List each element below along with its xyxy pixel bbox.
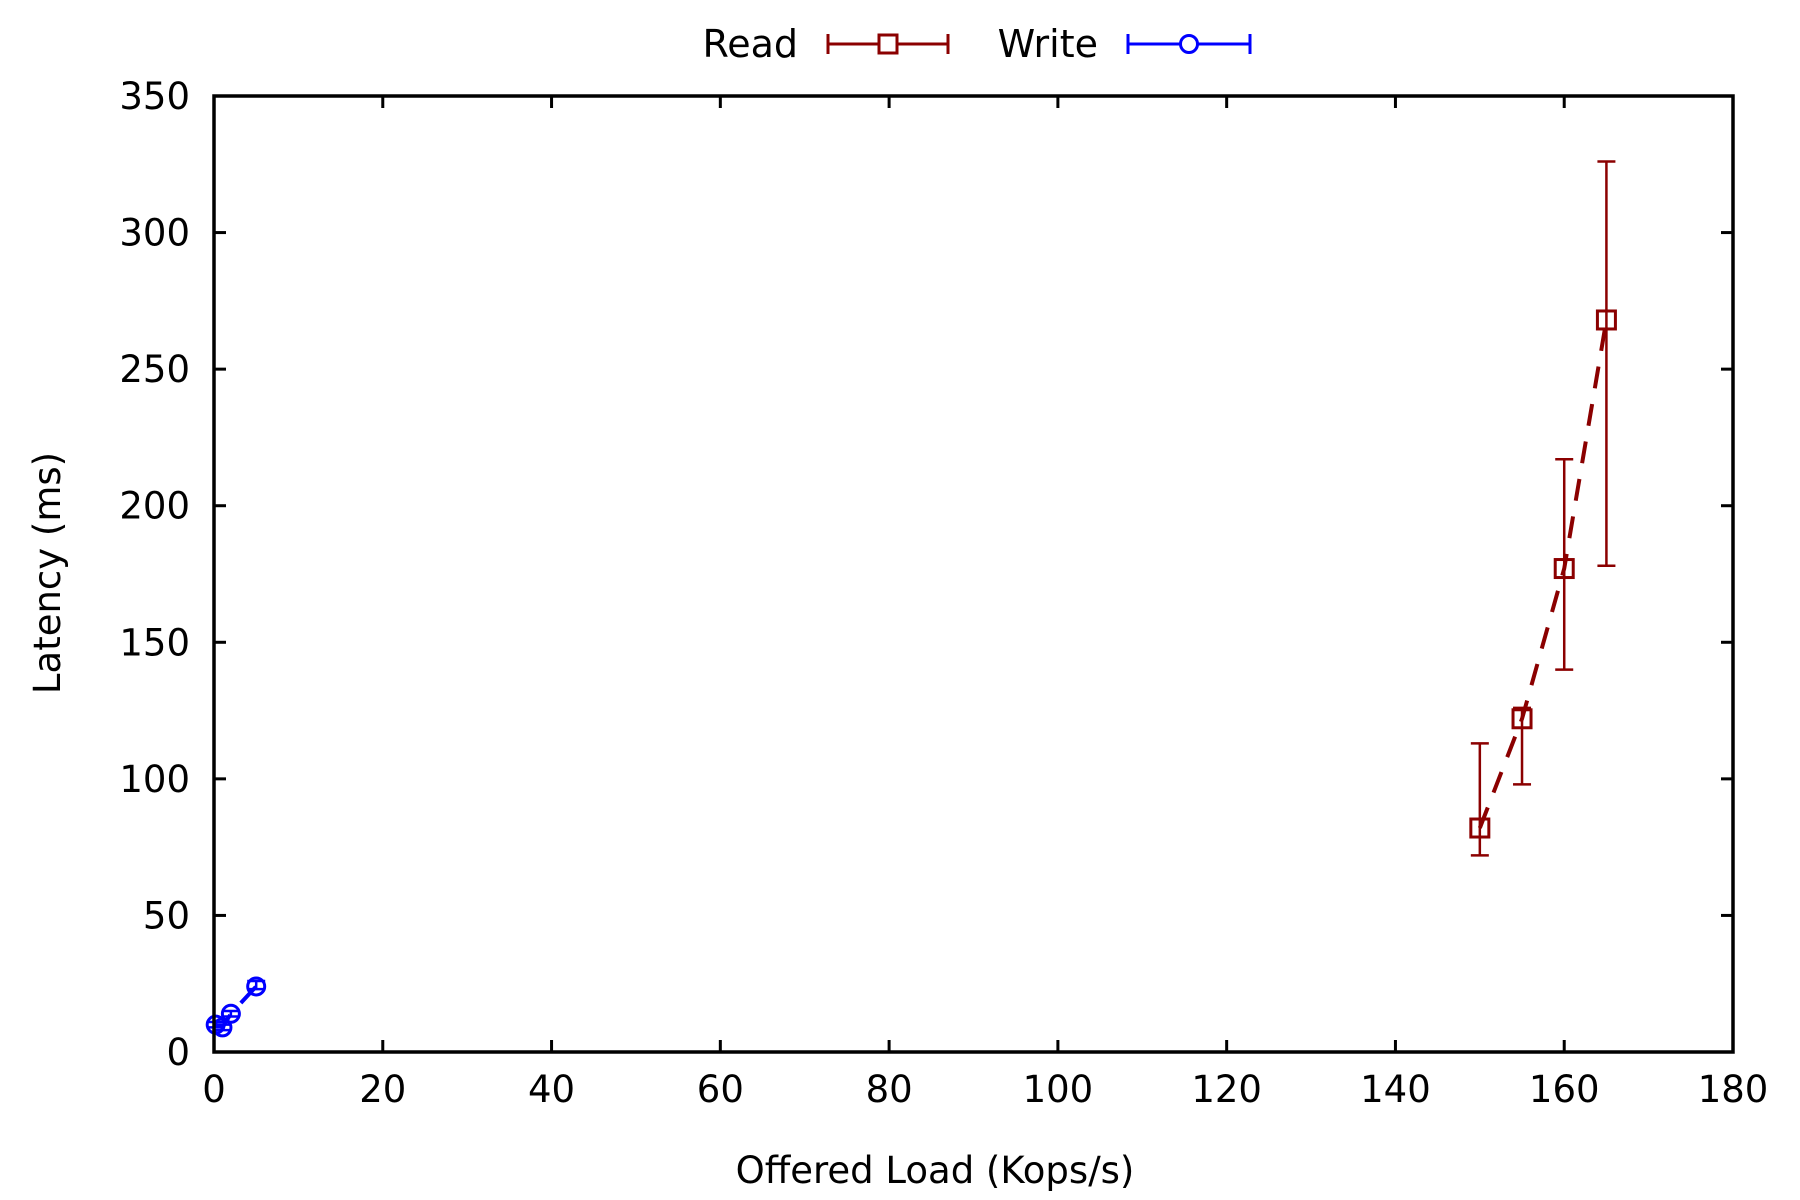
y-tick-label: 300: [119, 212, 190, 255]
x-tick-label: 60: [697, 1068, 744, 1111]
data-point: [220, 1003, 241, 1024]
series-write: [205, 976, 267, 1038]
x-tick-label: 40: [528, 1068, 575, 1111]
x-tick-label: 120: [1191, 1068, 1262, 1111]
error-bar: [1470, 742, 1489, 857]
x-tick-label: 100: [1023, 1068, 1094, 1111]
data-point: [1511, 708, 1533, 730]
data-point: [1595, 309, 1617, 331]
x-tick-label: 80: [866, 1068, 913, 1111]
y-tick-label: 0: [166, 1031, 190, 1074]
legend-item-write: Write: [998, 22, 1252, 66]
x-tick-label: 20: [359, 1068, 406, 1111]
series-read: [1469, 160, 1617, 857]
data-point: [246, 976, 267, 997]
legend-item-read: Read: [703, 22, 950, 66]
y-axis-title: Latency (ms): [26, 452, 69, 694]
y-tick-label: 200: [119, 485, 190, 528]
x-axis-title: Offered Load (Kops/s): [736, 1149, 1135, 1192]
legend: Read Write: [703, 22, 1252, 66]
y-tick-label: 250: [119, 348, 190, 391]
error-bar: [213, 1023, 232, 1032]
legend-label: Write: [998, 22, 1098, 66]
data-point: [1553, 558, 1575, 580]
data-point: [1469, 817, 1491, 839]
x-tick-label: 140: [1360, 1068, 1431, 1111]
y-tick-label: 100: [119, 758, 190, 801]
y-tick-label: 50: [143, 894, 190, 937]
legend-marker: [1179, 34, 1199, 54]
axes: 0 20 40 60 80 100 120 140 160 180 0 50 100 150 200 250 3…: [119, 75, 1768, 1111]
y-tick-label: 350: [119, 75, 190, 118]
x-tick-label: 0: [202, 1068, 226, 1111]
x-tick-label: 160: [1529, 1068, 1600, 1111]
error-bar: [221, 1009, 240, 1018]
series-line: [1477, 319, 1609, 829]
y-tick-label: 150: [119, 621, 190, 664]
legend-label: Read: [703, 22, 798, 66]
error-bar: [1597, 160, 1616, 568]
error-bar: [1555, 458, 1574, 671]
plot-frame: [212, 94, 1735, 1054]
x-tick-label: 180: [1698, 1068, 1769, 1111]
plot-area: [205, 160, 1617, 1038]
legend-marker: [877, 33, 899, 55]
error-bar: [1513, 706, 1532, 786]
